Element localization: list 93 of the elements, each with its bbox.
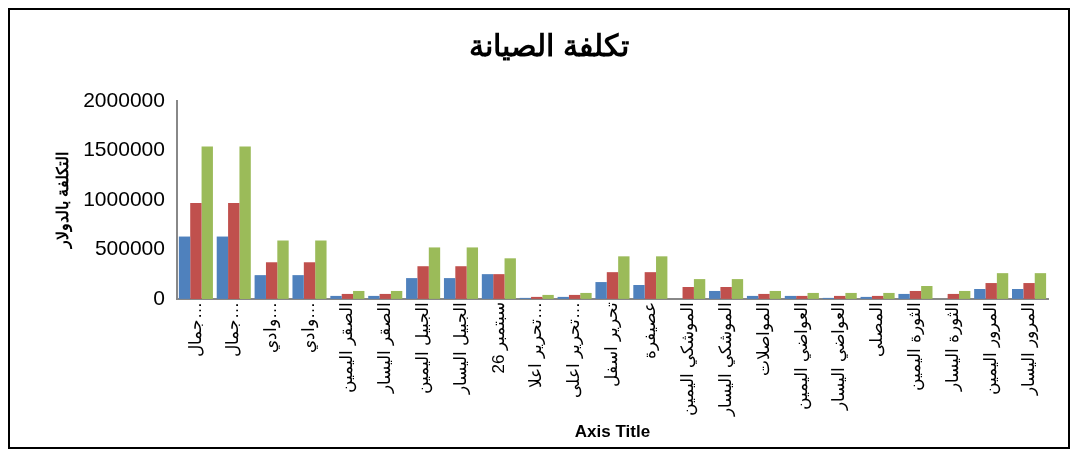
bar <box>796 295 808 299</box>
bar <box>898 293 910 299</box>
bar <box>606 272 619 299</box>
bar <box>455 266 467 299</box>
bar <box>633 285 645 299</box>
x-tick-label: المرور اليسار <box>1018 301 1039 396</box>
bar <box>731 279 744 299</box>
bar <box>406 278 418 299</box>
bar <box>746 295 759 299</box>
bar <box>390 290 403 299</box>
bar <box>921 286 933 299</box>
x-tick-label: تحرير اعلا… <box>526 301 547 388</box>
bar <box>784 295 797 299</box>
y-tick-label: 1000000 <box>83 186 165 210</box>
bar <box>595 282 607 299</box>
x-tick-label: عصيفرة <box>640 301 661 359</box>
bar <box>417 266 429 299</box>
bar <box>693 279 706 299</box>
bar <box>481 274 494 299</box>
bar <box>807 292 819 299</box>
x-tick-label: تحرير اعلى… <box>564 301 585 398</box>
x-tick-label: الصقر اليمين <box>337 301 358 393</box>
bar <box>239 146 251 299</box>
x-tick-label: الموشكي اليمين <box>677 301 698 416</box>
y-tick-label: 1500000 <box>83 137 165 161</box>
bar <box>618 256 630 299</box>
bar <box>909 290 922 299</box>
x-tick-label: المواصلات <box>753 301 774 376</box>
bar <box>178 236 191 299</box>
bar <box>265 262 278 299</box>
x-tick-label: المصلى <box>867 301 887 357</box>
bar <box>568 294 581 299</box>
bar <box>190 202 202 299</box>
x-tick-label: الثورة اليمين <box>905 301 926 391</box>
x-tick-label: سبتمبر 26 <box>488 301 509 374</box>
bar <box>947 293 959 299</box>
x-tick-label: جمال… <box>185 301 205 357</box>
bar <box>201 146 213 299</box>
bar <box>871 295 884 299</box>
bar <box>883 292 895 299</box>
bar <box>758 293 770 299</box>
bar <box>580 292 592 299</box>
bar <box>682 287 694 299</box>
bar <box>720 287 732 299</box>
x-tick-label: الجبيل اليسار <box>450 301 471 395</box>
x-tick-label: المرور اليمين <box>980 301 1001 395</box>
bar <box>303 262 316 299</box>
bar <box>834 295 846 299</box>
bar <box>656 256 668 299</box>
bar <box>379 293 391 299</box>
bar <box>1012 288 1024 299</box>
bar <box>542 294 554 299</box>
x-tick-label: الصقر اليسار <box>374 301 395 394</box>
bar <box>353 290 365 299</box>
bar <box>959 290 971 299</box>
bar <box>644 272 657 299</box>
y-tick-label: 2000000 <box>83 87 165 111</box>
bar <box>493 274 505 299</box>
bar <box>845 292 857 299</box>
bar <box>974 288 986 299</box>
bar <box>228 202 240 299</box>
x-tick-label: الجبيل اليمين <box>412 301 433 394</box>
x-tick-label: جمال… <box>223 301 243 357</box>
x-axis-title: Axis Title <box>574 422 651 442</box>
bar <box>443 278 456 299</box>
y-axis-title: التكلفة بالدولار <box>54 151 74 250</box>
bar <box>341 293 354 299</box>
x-tick-label: الموشكي اليسار <box>715 301 736 417</box>
x-tick-label: الثورة اليسار <box>943 301 964 392</box>
bar <box>1034 273 1047 299</box>
x-tick-label: العواضي اليسار <box>829 301 850 411</box>
bar <box>368 295 380 299</box>
y-tick-label: 500000 <box>94 236 165 260</box>
bar <box>315 240 327 299</box>
bar <box>769 290 782 299</box>
x-tick-label: تحرير اسفل <box>602 301 623 387</box>
bar <box>292 275 304 299</box>
bar <box>709 290 721 299</box>
bar <box>985 283 997 299</box>
x-tick-label: وادي… <box>261 301 282 353</box>
bar <box>277 240 289 299</box>
bar <box>996 273 1009 299</box>
bar <box>504 258 516 299</box>
bar <box>466 247 479 299</box>
bar <box>428 247 441 299</box>
x-tick-label: وادي… <box>299 301 320 353</box>
chart-title: تكلفة الصيانة <box>469 29 629 63</box>
bar <box>330 295 342 299</box>
bar <box>254 275 266 299</box>
bar <box>1023 283 1035 299</box>
y-tick-label: 0 <box>153 285 165 309</box>
bar <box>216 236 229 299</box>
x-tick-label: العواضي اليمين <box>791 301 812 410</box>
